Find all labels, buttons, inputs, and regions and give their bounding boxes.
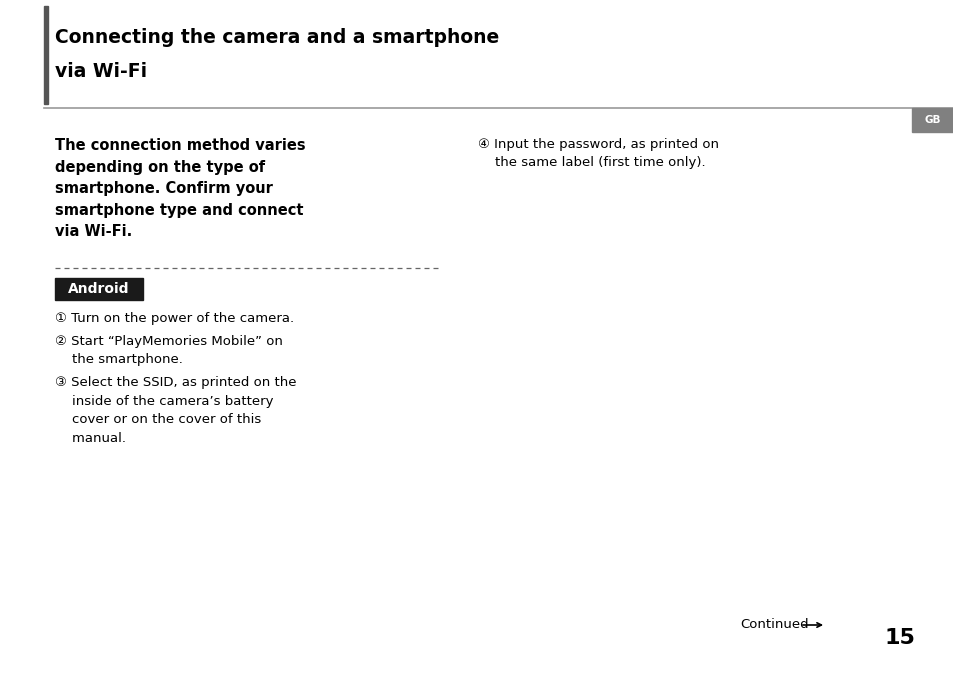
Bar	[44, 6, 48, 104]
Text: The connection method varies
depending on the type of
smartphone. Confirm your
s: The connection method varies depending o…	[55, 138, 305, 240]
Text: Android: Android	[69, 282, 130, 296]
Text: the same label (first time only).: the same label (first time only).	[477, 156, 705, 169]
Text: GB: GB	[923, 115, 941, 125]
Bar	[911, 108, 953, 132]
Text: ② Start “PlayMemories Mobile” on
    the smartphone.: ② Start “PlayMemories Mobile” on the sma…	[55, 335, 283, 367]
Text: ④ Input the password, as printed on: ④ Input the password, as printed on	[477, 138, 719, 151]
Text: 15: 15	[883, 628, 915, 648]
Bar	[55, 278, 143, 300]
Text: Continued: Continued	[740, 618, 808, 631]
Text: Connecting the camera and a smartphone: Connecting the camera and a smartphone	[55, 28, 498, 47]
Text: ① Turn on the power of the camera.: ① Turn on the power of the camera.	[55, 312, 294, 325]
Text: ③ Select the SSID, as printed on the
    inside of the camera’s battery
    cove: ③ Select the SSID, as printed on the ins…	[55, 376, 296, 444]
Text: via Wi-Fi: via Wi-Fi	[55, 62, 147, 81]
